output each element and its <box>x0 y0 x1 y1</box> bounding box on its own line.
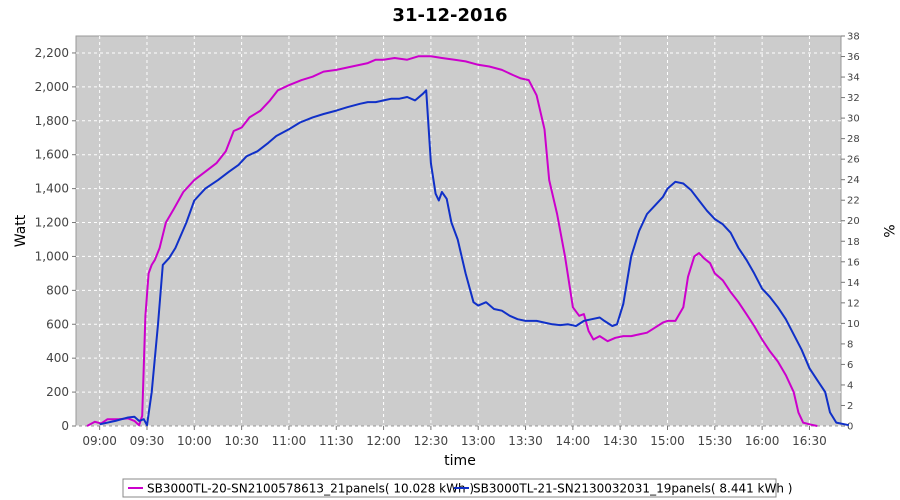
x-tick-label: 11:00 <box>272 434 307 448</box>
y2-tick-label: 4 <box>847 380 853 391</box>
plot-area <box>75 35 842 427</box>
y-tick-label: 200 <box>46 385 69 399</box>
y2-axis-label: % <box>880 224 896 237</box>
y2-tick-label: 10 <box>847 319 860 330</box>
legend: SB3000TL-20-SN2100578613_21panels( 10.02… <box>122 478 792 498</box>
y-tick-label: 0 <box>61 419 69 433</box>
y2-tick-label: 0 <box>847 422 853 433</box>
series-lines <box>86 55 850 427</box>
y2-tick-label: 2 <box>847 401 853 412</box>
y2-tick-label: 38 <box>847 32 860 43</box>
y-axis-label: Watt <box>13 214 29 247</box>
x-tick-label: 13:30 <box>508 434 543 448</box>
x-tick-label: 11:30 <box>319 434 354 448</box>
y-tick-label: 1,800 <box>35 114 69 128</box>
x-tick-label: 15:30 <box>698 434 733 448</box>
y-tick-label: 2,200 <box>35 46 69 60</box>
y2-tick-label: 36 <box>847 52 860 63</box>
x-tick-label: 13:00 <box>461 434 496 448</box>
y-tick-label: 400 <box>46 351 69 365</box>
y2-tick-label: 12 <box>847 298 860 309</box>
x-tick-label: 09:00 <box>82 434 117 448</box>
y2-tick-label: 24 <box>847 175 860 186</box>
x-tick-label: 10:30 <box>224 434 259 448</box>
series-line-2 <box>99 89 850 427</box>
legend-label-1: SB3000TL-20-SN2100578613_21panels( 10.02… <box>147 482 474 496</box>
x-tick-label: 12:00 <box>366 434 401 448</box>
y-tick-label: 600 <box>46 317 69 331</box>
y2-tick-label: 32 <box>847 93 860 104</box>
y2-tick-label: 6 <box>847 360 853 371</box>
legend-label-2: SB3000TL-21-SN2130032031_19panels( 8.441… <box>473 482 792 496</box>
y-axis: 0 200 400 600 800 1,000 1,200 1,400 1,600 1,800 2,… <box>35 46 76 433</box>
y-tick-label: 1,400 <box>35 182 69 196</box>
y-tick-label: 2,000 <box>35 80 69 94</box>
y2-tick-label: 28 <box>847 134 860 145</box>
y2-tick-label: 18 <box>847 237 860 248</box>
x-tick-label: 10:00 <box>177 434 212 448</box>
y2-tick-label: 34 <box>847 73 860 84</box>
x-tick-label: 09:30 <box>130 434 165 448</box>
y2-tick-label: 16 <box>847 257 860 268</box>
x-tick-label: 12:30 <box>414 434 449 448</box>
y2-tick-label: 26 <box>847 155 860 166</box>
y-tick-label: 1,200 <box>35 216 69 230</box>
y2-tick-label: 14 <box>847 278 860 289</box>
chart-title: 31-12-2016 <box>392 5 507 26</box>
grid-lines <box>76 36 841 427</box>
y2-tick-label: 30 <box>847 114 860 125</box>
series-line-1 <box>86 55 818 427</box>
y-tick-label: 800 <box>46 283 69 297</box>
y2-tick-label: 8 <box>847 339 853 350</box>
y-tick-label: 1,600 <box>35 148 69 162</box>
x-axis: 09:00 09:30 10:00 10:30 11:00 11:30 12:00 12:30… <box>82 426 827 448</box>
x-tick-label: 16:00 <box>745 434 780 448</box>
legend-box <box>122 478 777 498</box>
y-tick-label: 1,000 <box>35 249 69 263</box>
x-tick-label: 16:30 <box>792 434 827 448</box>
y2-tick-label: 22 <box>847 196 860 207</box>
x-tick-label: 14:30 <box>603 434 638 448</box>
x-tick-label: 15:00 <box>650 434 685 448</box>
x-tick-label: 14:00 <box>556 434 591 448</box>
y2-tick-label: 20 <box>847 216 860 227</box>
x-axis-label: time <box>444 453 476 469</box>
